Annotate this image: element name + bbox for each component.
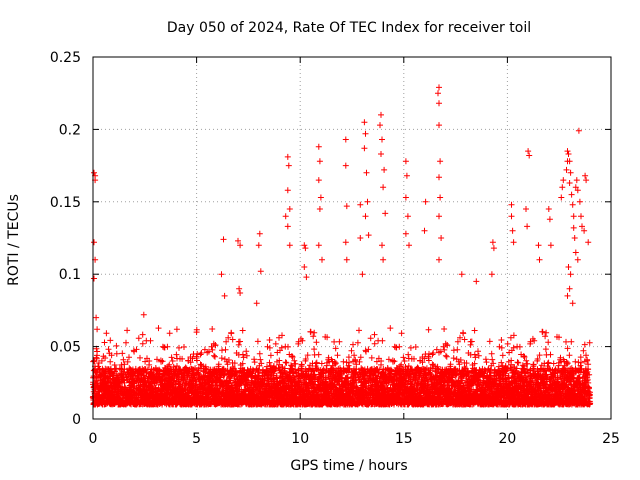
- data-point: [102, 355, 109, 361]
- data-point: [108, 352, 115, 359]
- grid-lines: [93, 57, 611, 419]
- data-point: [146, 358, 153, 364]
- data-point: [101, 339, 108, 346]
- data-point: [147, 337, 154, 344]
- data-point: [94, 348, 101, 355]
- data-point: [137, 354, 143, 361]
- data-point: [113, 342, 120, 349]
- data-point: [123, 339, 129, 346]
- data-point: [111, 362, 118, 368]
- data-point: [142, 358, 149, 365]
- data-point: [159, 358, 166, 365]
- data-point: [107, 358, 114, 365]
- data-point: [119, 350, 126, 357]
- data-point: [103, 330, 110, 337]
- data-point: [124, 327, 131, 334]
- data-point: [135, 335, 142, 342]
- data-point: [126, 354, 132, 361]
- data-point: [120, 356, 127, 363]
- data-point: [139, 331, 146, 338]
- data-point: [107, 337, 114, 344]
- data-point: [105, 346, 112, 353]
- data-point: [98, 357, 105, 364]
- data-point: [161, 344, 168, 351]
- data-point: [154, 356, 160, 363]
- data-point: [121, 366, 128, 373]
- data-point: [113, 350, 120, 357]
- data-point: [156, 367, 163, 374]
- data-point: [164, 343, 171, 350]
- data-point: [139, 340, 146, 347]
- data-point: [117, 382, 124, 388]
- data-point: [121, 361, 128, 368]
- data-point: [133, 346, 140, 353]
- data-point: [124, 358, 131, 365]
- data-point: [155, 325, 162, 332]
- data-points: [89, 84, 594, 408]
